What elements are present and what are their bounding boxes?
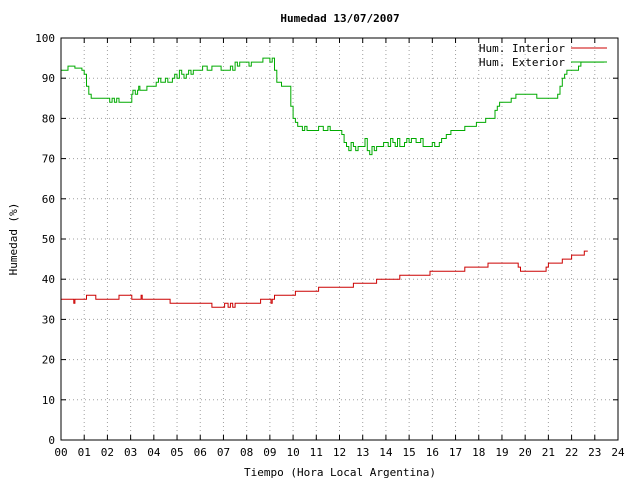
legend-label-exterior: Hum. Exterior (479, 56, 565, 69)
x-tick-label: 01 (78, 446, 91, 459)
x-tick-label: 00 (54, 446, 67, 459)
y-tick-label: 70 (42, 153, 55, 166)
legend-label-interior: Hum. Interior (479, 42, 565, 55)
x-tick-label: 17 (449, 446, 462, 459)
x-axis-label: Tiempo (Hora Local Argentina) (244, 466, 436, 479)
x-tick-label: 21 (542, 446, 555, 459)
x-tick-label: 09 (263, 446, 276, 459)
x-tick-label: 14 (379, 446, 393, 459)
series-line-interior (61, 250, 588, 308)
y-tick-label: 30 (42, 313, 55, 326)
grid (61, 38, 618, 440)
series-lines (61, 57, 605, 308)
y-tick-label: 50 (42, 233, 55, 246)
legend: Hum. Interior Hum. Exterior (479, 42, 607, 69)
x-tick-label: 07 (217, 446, 230, 459)
y-tick-label: 10 (42, 394, 55, 407)
plot-frame (60, 37, 619, 441)
y-tick-label: 40 (42, 273, 55, 286)
y-tick-label: 60 (42, 193, 55, 206)
x-tick-label: 16 (426, 446, 439, 459)
x-tick-label: 02 (101, 446, 114, 459)
x-tick-label: 05 (170, 446, 183, 459)
y-tick-label: 90 (42, 72, 55, 85)
x-tick-label: 08 (240, 446, 253, 459)
x-tick-label: 15 (403, 446, 416, 459)
y-tick-label: 0 (48, 434, 55, 447)
x-tick-label: 12 (333, 446, 346, 459)
x-tick-label: 24 (611, 446, 625, 459)
x-tick-label: 11 (310, 446, 323, 459)
y-tick-label: 100 (35, 32, 55, 45)
x-tick-label: 03 (124, 446, 137, 459)
x-tick-label: 04 (147, 446, 161, 459)
x-axis-ticks: 00 01 02 03 04 05 06 07 08 09 10 11 12 13 14 15 16 17 18 19… (54, 38, 625, 459)
x-tick-label: 06 (194, 446, 207, 459)
series-line-exterior (61, 57, 605, 156)
x-tick-label: 10 (286, 446, 299, 459)
x-tick-label: 20 (519, 446, 532, 459)
y-tick-label: 20 (42, 354, 55, 367)
y-axis-ticks: 0 10 20 30 40 50 60 70 80 90 100 (35, 32, 618, 447)
x-tick-label: 13 (356, 446, 369, 459)
x-tick-label: 23 (588, 446, 601, 459)
chart-title: Humedad 13/07/2007 (280, 12, 399, 25)
x-tick-label: 22 (565, 446, 578, 459)
y-axis-label: Humedad (%) (7, 203, 20, 276)
x-tick-label: 19 (495, 446, 508, 459)
y-tick-label: 80 (42, 112, 55, 125)
x-tick-label: 18 (472, 446, 485, 459)
